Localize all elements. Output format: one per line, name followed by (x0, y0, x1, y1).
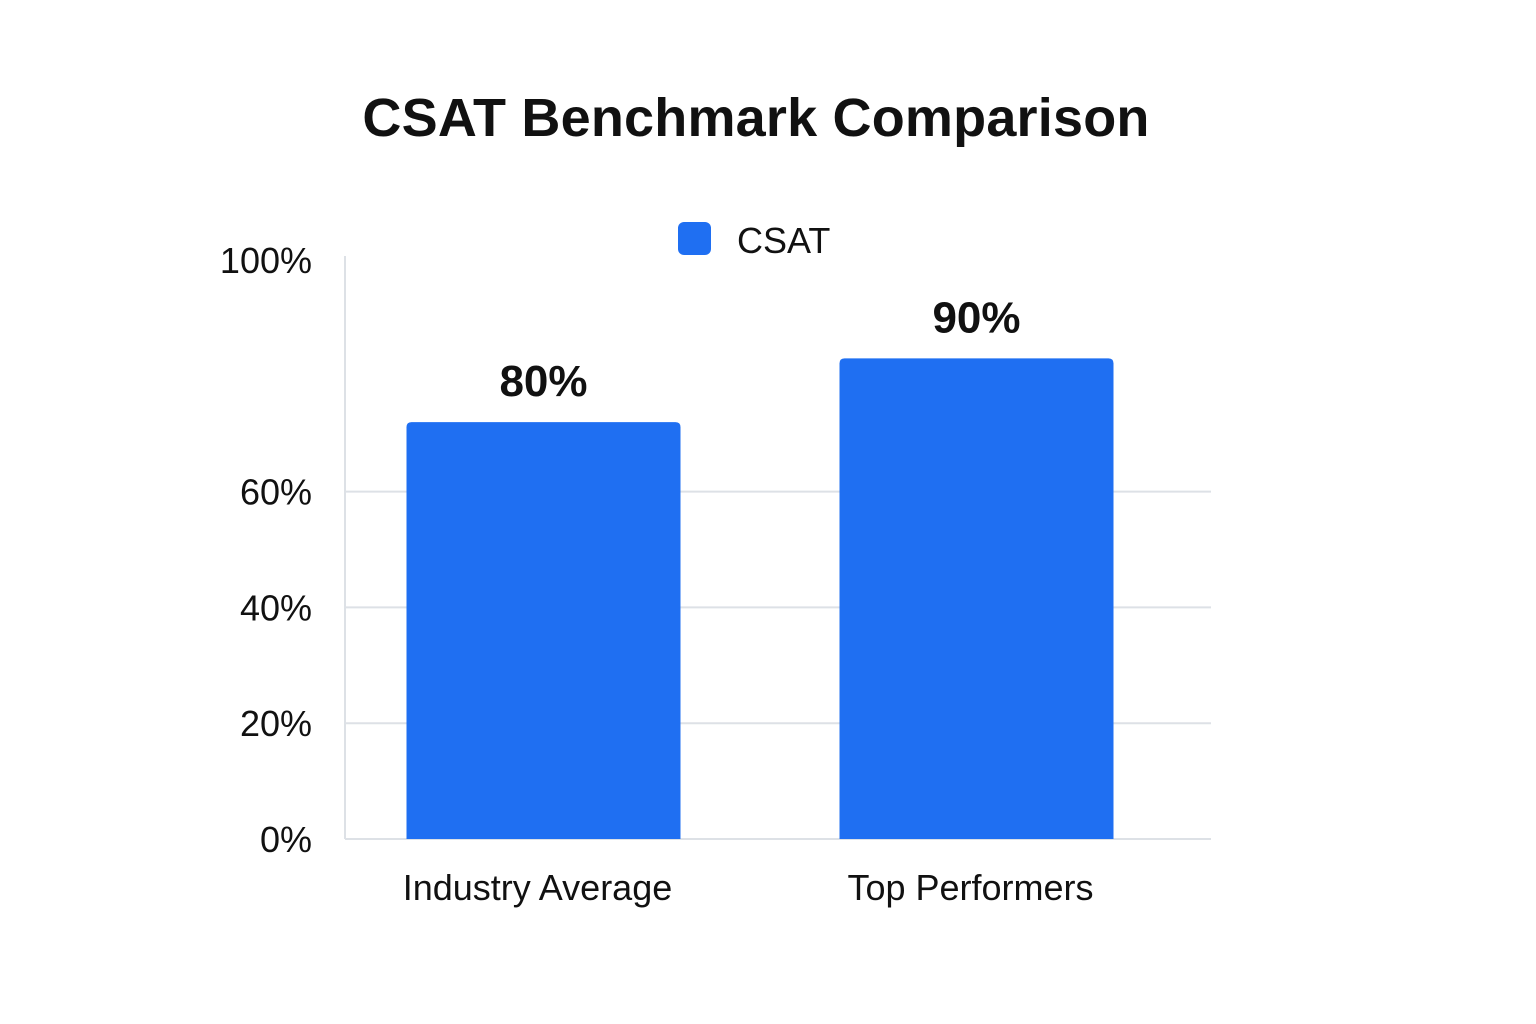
legend-label: CSAT (737, 220, 830, 261)
legend[interactable]: CSAT (678, 220, 830, 261)
bars (406, 358, 1114, 839)
y-tick-label: 20% (240, 703, 312, 744)
x-category-label: Industry Average (403, 867, 673, 908)
value-labels: 80% 90% (499, 293, 1020, 406)
y-tick-label: 40% (240, 587, 312, 628)
y-tick-label: 60% (240, 472, 312, 513)
bar-value-label: 80% (499, 357, 587, 406)
bar (406, 422, 681, 839)
x-category-label: Top Performers (847, 867, 1093, 908)
bar (839, 358, 1114, 839)
legend-swatch (678, 222, 711, 255)
y-tick-label: 0% (260, 819, 312, 860)
x-category-labels: Industry Average Top Performers (403, 867, 1094, 908)
y-tick-label: 100% (220, 240, 312, 281)
y-tick-labels: 0% 20% 40% 60% 100% (220, 240, 312, 860)
bar-value-label: 90% (932, 293, 1020, 342)
chart-title: CSAT Benchmark Comparison (362, 88, 1150, 148)
